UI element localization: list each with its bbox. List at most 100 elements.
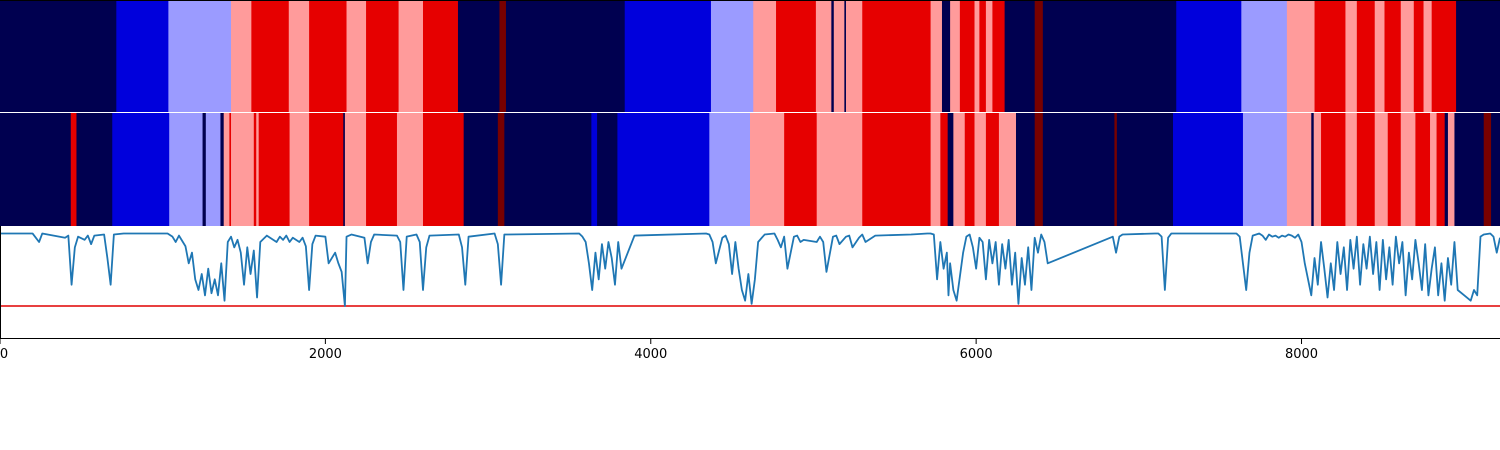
- state-segment-pink: [231, 0, 252, 113]
- state-segment-dark-navy: [831, 0, 835, 113]
- state-segment-pink: [346, 0, 367, 113]
- state-segment-pink: [750, 113, 785, 226]
- state-segment-pink: [1447, 113, 1455, 226]
- state-segment-blue: [1176, 0, 1242, 113]
- state-segment-red: [258, 113, 290, 226]
- state-segment-red: [784, 113, 818, 226]
- state-segment-red: [1413, 0, 1424, 113]
- state-segment-dark-navy: [343, 113, 346, 226]
- state-segment-red: [862, 0, 931, 113]
- state-segment-dark-red: [1483, 113, 1492, 226]
- state-segment-blue: [112, 113, 170, 226]
- state-segment-pink: [816, 113, 863, 226]
- state-segment-dark-navy: [1491, 113, 1500, 226]
- state-segment-pink: [930, 0, 943, 113]
- signal-panel: [0, 226, 1500, 338]
- state-segment-dark-navy: [947, 113, 954, 226]
- state-segment-blue: [591, 113, 598, 226]
- state-segment-pink: [974, 0, 980, 113]
- state-segment-dark-navy: [941, 0, 951, 113]
- state-segment-dark-red: [497, 113, 505, 226]
- state-segment-red: [959, 0, 975, 113]
- state-segment-pink: [398, 0, 424, 113]
- state-segment-pink: [985, 0, 993, 113]
- state-segment-pink: [950, 0, 961, 113]
- state-segment-blue: [116, 0, 169, 113]
- state-segment-dark-navy: [1004, 0, 1036, 113]
- state-segment-pink: [1374, 0, 1385, 113]
- state-segment-light-blue: [710, 0, 754, 113]
- state-segment-red: [985, 113, 1000, 226]
- state-segment-light-blue: [1241, 0, 1288, 113]
- state-segment-red: [229, 113, 232, 226]
- state-segment-red: [1431, 0, 1457, 113]
- state-segment-red: [366, 0, 399, 113]
- state-segment-pink: [1430, 113, 1437, 226]
- state-segment-red: [70, 113, 77, 226]
- state-segment-pink: [344, 113, 367, 226]
- state-segment-dark-navy: [220, 113, 225, 226]
- state-segment-dark-navy: [0, 0, 117, 113]
- state-segment-pink: [396, 113, 424, 226]
- state-segment-red: [309, 0, 347, 113]
- state-segment-pink: [231, 113, 255, 226]
- state-segment-red: [1436, 113, 1446, 226]
- state-segment-red: [992, 0, 1006, 113]
- state-segment-dark-navy: [844, 0, 847, 113]
- x-tick-label: 4000: [634, 347, 667, 362]
- state-segment-pink: [289, 113, 310, 226]
- state-segment-pink: [1286, 113, 1312, 226]
- state-segment-dark-navy: [1444, 113, 1449, 226]
- state-segment-blue: [1172, 113, 1244, 226]
- state-segment-red: [1321, 113, 1346, 226]
- state-segment-dark-navy: [504, 113, 592, 226]
- state-segment-pink: [930, 113, 941, 226]
- state-segment-pink: [1400, 0, 1415, 113]
- state-segment-light-blue: [709, 113, 751, 226]
- state-row-2: [0, 113, 1500, 226]
- x-tick-label: 2000: [309, 347, 342, 362]
- state-segment-dark-navy: [505, 0, 626, 113]
- state-segment-dark-navy: [1454, 113, 1485, 226]
- state-segment-red: [309, 113, 344, 226]
- x-axis: 0 2000 4000 6000 8000: [0, 339, 1318, 362]
- state-row-1: [0, 0, 1500, 113]
- state-segment-red: [1314, 0, 1346, 113]
- state-segment-red: [940, 113, 949, 226]
- state-segment-pink: [974, 113, 987, 226]
- state-segment-pink: [223, 113, 230, 226]
- state-segment-red: [979, 0, 987, 113]
- state-segment-pink: [1400, 113, 1416, 226]
- state-segment-dark-navy: [1042, 0, 1177, 113]
- state-segment-red: [1356, 113, 1376, 226]
- state-segment-red: [1384, 0, 1402, 113]
- state-segment-pink: [815, 0, 832, 113]
- state-segment-dark-navy: [1042, 113, 1115, 226]
- x-tick-label: 6000: [960, 347, 993, 362]
- state-segment-light-blue: [169, 113, 203, 226]
- state-segment-dark-navy: [202, 113, 207, 226]
- state-segment-dark-red: [1114, 113, 1118, 226]
- state-segment-red: [862, 113, 931, 226]
- state-segment-pink: [1423, 0, 1433, 113]
- state-segment-red: [1387, 113, 1402, 226]
- state-segment-dark-navy: [1311, 113, 1315, 226]
- state-segment-dark-navy: [1015, 113, 1036, 226]
- state-segment-red: [776, 0, 817, 113]
- state-segment-pink: [288, 0, 310, 113]
- state-segment-red: [1356, 0, 1376, 113]
- state-segment-dark-navy: [457, 0, 500, 113]
- state-segment-red: [253, 113, 257, 226]
- state-segment-dark-navy: [1456, 0, 1500, 113]
- state-segment-pink: [1345, 113, 1358, 226]
- state-segment-pink: [953, 113, 966, 226]
- state-segment-pink: [1286, 0, 1315, 113]
- state-segment-pink: [833, 0, 845, 113]
- state-segment-dark-navy: [1116, 113, 1174, 226]
- state-segment-red: [251, 0, 290, 113]
- state-segment-pink: [998, 113, 1017, 226]
- state-segment-blue: [624, 0, 712, 113]
- state-segment-pink: [1345, 0, 1358, 113]
- state-segment-light-blue: [168, 0, 232, 113]
